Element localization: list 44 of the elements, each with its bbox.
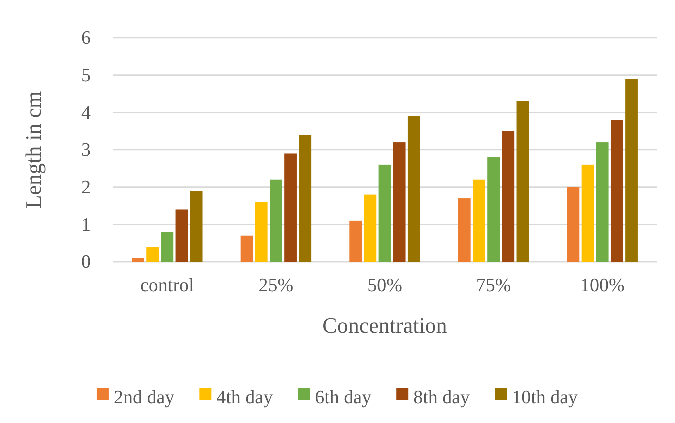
bar (270, 180, 282, 262)
y-tick-label: 1 (82, 214, 91, 236)
bar (488, 157, 500, 262)
legend-label: 6th day (315, 387, 372, 408)
legend-label: 8th day (414, 387, 471, 408)
x-tick-label: 100% (580, 275, 625, 296)
legend-label: 4th day (216, 387, 274, 408)
bar (161, 232, 174, 262)
bar (582, 164, 594, 262)
bar (284, 154, 297, 262)
legend-label: 10th day (512, 387, 579, 408)
x-tick-label: control (140, 275, 194, 296)
y-tick-label: 3 (82, 140, 91, 162)
legend-label: 2nd day (114, 387, 176, 408)
y-axis-title: Length in cm (21, 91, 46, 209)
bar (516, 101, 530, 262)
bar (408, 116, 420, 262)
bar (146, 247, 160, 262)
bar (350, 220, 362, 262)
x-tick-label: 75% (476, 275, 512, 296)
bar (132, 258, 144, 262)
x-tick-label: 50% (368, 275, 403, 296)
y-tick-label: 5 (82, 65, 91, 86)
x-axis-title: Concentration (322, 313, 448, 338)
bar (596, 142, 609, 262)
y-tick-label: 6 (82, 28, 91, 50)
bar (255, 202, 268, 262)
bar (610, 120, 624, 262)
bar (567, 187, 580, 262)
bar (626, 79, 638, 262)
y-tick-label: 0 (82, 252, 91, 274)
bar (240, 236, 254, 262)
bar (364, 194, 377, 262)
y-tick-label: 2 (82, 177, 91, 198)
bar (190, 191, 203, 262)
y-tick-label: 4 (82, 102, 92, 124)
bar (393, 142, 406, 262)
bar (299, 135, 312, 262)
bar (378, 164, 392, 262)
x-tick-label: 25% (258, 275, 294, 296)
bar (473, 180, 486, 262)
bar (176, 210, 188, 262)
bar (458, 198, 471, 262)
bar (502, 131, 515, 262)
